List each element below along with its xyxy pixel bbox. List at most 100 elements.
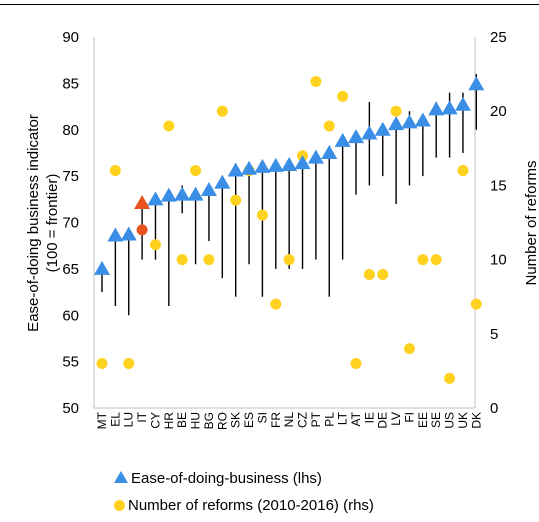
reform-point [230, 194, 242, 206]
reform-point [430, 254, 442, 266]
reform-point [417, 254, 429, 266]
category-label: IE [362, 412, 376, 423]
ease-point [334, 132, 351, 147]
ease-point [361, 125, 378, 140]
reform-point [203, 254, 215, 266]
ease-point [454, 96, 471, 111]
left-axis-ticks: 50 55 60 65 70 75 80 85 90 [62, 29, 79, 417]
category-label: CZ [296, 412, 310, 428]
top-rule [0, 4, 539, 5]
legend-item-ease: Ease-of-doing-business (lhs) [114, 470, 322, 487]
chart: 50 55 60 65 70 75 80 85 90 0 5 10 15 20 25 MT EL LU IT CY… [25, 29, 539, 430]
right-tick-label: 25 [490, 29, 507, 46]
category-label: HR [162, 412, 176, 430]
reform-point [457, 165, 469, 177]
reform-point [136, 224, 148, 236]
ease-points [94, 76, 485, 275]
ease-point [174, 186, 191, 201]
reform-point [390, 105, 402, 117]
error-lines [101, 74, 478, 316]
ease-point [294, 155, 311, 170]
category-label: EL [108, 412, 122, 427]
left-axis-title-line1: Ease-of-doing business indicator [25, 114, 42, 332]
category-label: ES [242, 412, 256, 428]
reform-point [123, 357, 135, 369]
ease-point [147, 191, 164, 206]
category-label: BG [202, 412, 216, 429]
triangle-marker-icon [114, 471, 128, 484]
reform-point [216, 105, 228, 117]
category-label: US [443, 412, 457, 429]
category-label: SK [229, 412, 243, 428]
right-tick-label: 5 [490, 326, 498, 343]
category-label: LU [122, 412, 136, 427]
ease-point [160, 187, 177, 202]
right-tick-label: 15 [490, 177, 507, 194]
ease-point [120, 226, 137, 241]
category-label: RO [215, 412, 229, 430]
ease-point [428, 101, 445, 116]
left-tick-label: 50 [62, 400, 79, 417]
left-tick-label: 65 [62, 261, 79, 278]
category-label: FI [402, 412, 416, 423]
category-label: MT [95, 411, 109, 429]
reform-point [163, 120, 175, 132]
right-tick-label: 10 [490, 252, 507, 269]
right-tick-label: 20 [490, 103, 507, 120]
reform-point [149, 239, 161, 251]
category-label: DK [469, 412, 483, 429]
ease-point [307, 149, 324, 164]
left-tick-label: 90 [62, 29, 79, 46]
ease-point [227, 162, 244, 177]
ease-point [134, 195, 151, 210]
reform-point [350, 357, 362, 369]
category-label: LV [389, 412, 403, 426]
category-label: PT [309, 411, 323, 427]
ease-point [374, 121, 391, 136]
ease-point [441, 100, 458, 115]
reform-point [270, 298, 282, 310]
category-label: BE [175, 412, 189, 428]
reform-point [470, 298, 482, 310]
left-tick-label: 70 [62, 215, 79, 232]
reform-point [283, 254, 295, 266]
ease-point [214, 174, 231, 189]
left-tick-label: 80 [62, 122, 79, 139]
category-label: EE [416, 412, 430, 428]
reform-point [176, 254, 188, 266]
reform-point [190, 165, 202, 177]
right-tick-label: 0 [490, 400, 498, 417]
category-label: PL [322, 412, 336, 427]
category-label: IT [135, 411, 149, 422]
category-label: DE [376, 412, 390, 429]
legend-item-reforms: Number of reforms (2010-2016) (rhs) [114, 497, 374, 514]
reform-point [377, 268, 389, 280]
right-axis-title: Number of reforms [523, 160, 539, 285]
chart-axes [93, 37, 476, 409]
reform-point [310, 76, 322, 88]
category-label: UK [456, 412, 470, 429]
reform-point [403, 343, 415, 355]
left-tick-label: 85 [62, 75, 79, 92]
ease-point [241, 160, 258, 175]
left-tick-label: 60 [62, 307, 79, 324]
ease-point [321, 144, 338, 159]
ease-point [254, 158, 271, 173]
category-label: CY [148, 412, 162, 429]
reform-point [96, 357, 108, 369]
circle-marker-icon [114, 499, 125, 511]
ease-point [107, 227, 124, 242]
legend-label-ease: Ease-of-doing-business (lhs) [131, 470, 322, 487]
reform-point [444, 372, 456, 384]
reform-point [323, 120, 335, 132]
ease-point [348, 129, 364, 144]
category-label: AT [349, 411, 363, 426]
category-label: FR [269, 412, 283, 428]
reform-point [363, 268, 375, 280]
right-axis-ticks: 0 5 10 15 20 25 [490, 29, 507, 417]
category-label: SI [255, 412, 269, 423]
ease-point [388, 116, 405, 131]
ease-point [414, 112, 431, 127]
left-tick-label: 75 [62, 168, 79, 185]
left-axis-title-line2: (100 = frontier) [44, 174, 61, 273]
